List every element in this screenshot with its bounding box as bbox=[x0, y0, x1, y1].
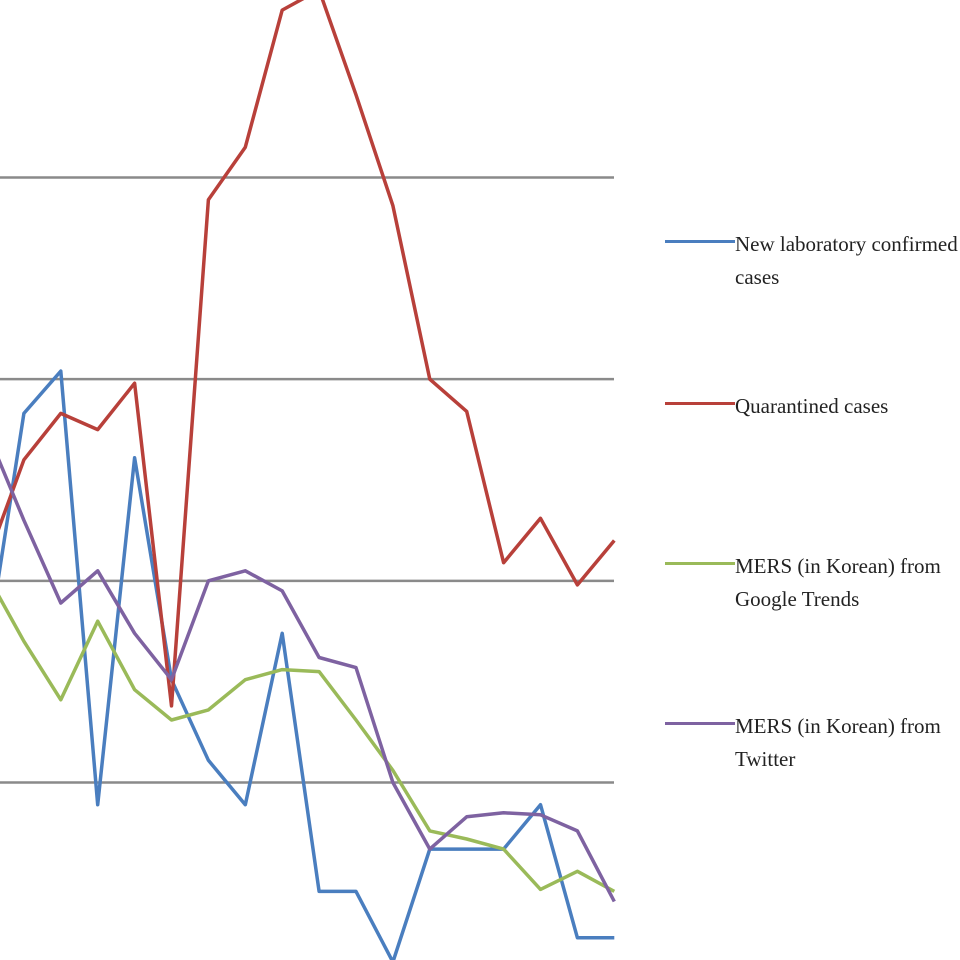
series-line bbox=[0, 458, 616, 903]
legend-label: New laboratory confirmed cases bbox=[735, 232, 958, 289]
legend-swatch bbox=[665, 402, 735, 405]
legend-label: MERS (in Korean) from Google Trends bbox=[735, 554, 941, 611]
series-line bbox=[0, 0, 616, 708]
series-line bbox=[0, 594, 616, 893]
legend-item: New laboratory confirmed cases bbox=[665, 228, 960, 294]
legend-label: MERS (in Korean) from Twitter bbox=[735, 714, 941, 771]
legend-swatch bbox=[665, 562, 735, 565]
legend-label: Quarantined cases bbox=[735, 394, 889, 418]
legend-item: MERS (in Korean) from Google Trends bbox=[665, 550, 960, 616]
legend-swatch bbox=[665, 722, 735, 725]
legend-item: MERS (in Korean) from Twitter bbox=[665, 710, 960, 776]
legend-item: Quarantined cases bbox=[665, 390, 960, 423]
legend-swatch bbox=[665, 240, 735, 243]
series-line bbox=[0, 369, 615, 960]
